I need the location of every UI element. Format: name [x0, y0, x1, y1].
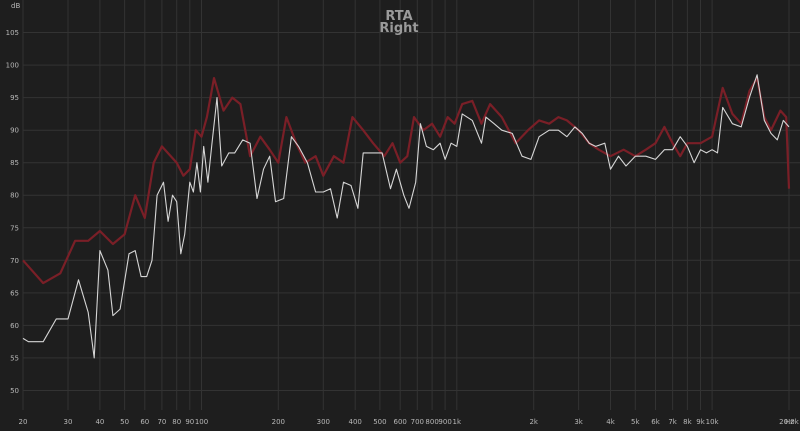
x-tick-label: 500	[373, 418, 386, 426]
chart-subtitle: Right	[379, 21, 418, 36]
x-tick-label: 4k	[606, 418, 615, 426]
series-line-red	[22, 77, 791, 285]
y-tick-label: 65	[10, 289, 19, 297]
x-axis-unit: Hz	[785, 418, 794, 426]
x-tick-label: 6k	[651, 418, 660, 426]
x-tick-label: 60	[140, 418, 149, 426]
y-tick-label: 95	[10, 94, 19, 102]
x-tick-label: 200	[272, 418, 285, 426]
x-tick-label: 70	[157, 418, 166, 426]
x-tick-label: 50	[120, 418, 129, 426]
x-tick-label: 700	[411, 418, 424, 426]
y-tick-label: 55	[10, 354, 19, 362]
y-tick-label: 50	[10, 387, 19, 395]
x-tick-label: 30	[64, 418, 73, 426]
x-tick-label: 20	[19, 418, 28, 426]
y-tick-label: 70	[10, 257, 19, 265]
y-tick-label: 85	[10, 159, 19, 167]
x-tick-label: 300	[317, 418, 330, 426]
y-axis-unit: dB	[11, 2, 20, 10]
x-tick-label: 1k	[453, 418, 462, 426]
axis-label-layer: 20 30 40 50 60 70 80 90 100 200 300 400 500 600 700 800…	[6, 29, 800, 426]
x-tick-label: 90	[185, 418, 194, 426]
x-tick-label: 8k	[683, 418, 692, 426]
series-line-white	[22, 74, 790, 359]
y-tick-label: 75	[10, 224, 19, 232]
x-tick-label: 80	[172, 418, 181, 426]
x-tick-label: 800	[425, 418, 438, 426]
x-tick-label: 7k	[668, 418, 677, 426]
x-tick-label: 400	[349, 418, 362, 426]
x-tick-label: 20.0k	[779, 418, 800, 426]
x-tick-label: 600	[394, 418, 407, 426]
y-tick-label: 105	[6, 29, 19, 37]
series-layer	[22, 74, 791, 359]
x-tick-label: 10k	[706, 418, 720, 426]
x-tick-label: 3k	[574, 418, 583, 426]
x-tick-label: 5k	[631, 418, 640, 426]
y-tick-label: 100	[6, 62, 19, 70]
y-tick-label: 80	[10, 192, 19, 200]
chart-title: RTA	[385, 9, 412, 24]
x-tick-label: 100	[195, 418, 208, 426]
grid-layer	[22, 0, 800, 410]
x-tick-label: 900	[438, 418, 451, 426]
x-tick-label: 9k	[696, 418, 705, 426]
y-tick-label: 60	[10, 322, 19, 330]
x-tick-label: 40	[95, 418, 104, 426]
x-tick-label: 2k	[529, 418, 538, 426]
y-tick-label: 90	[10, 127, 19, 135]
